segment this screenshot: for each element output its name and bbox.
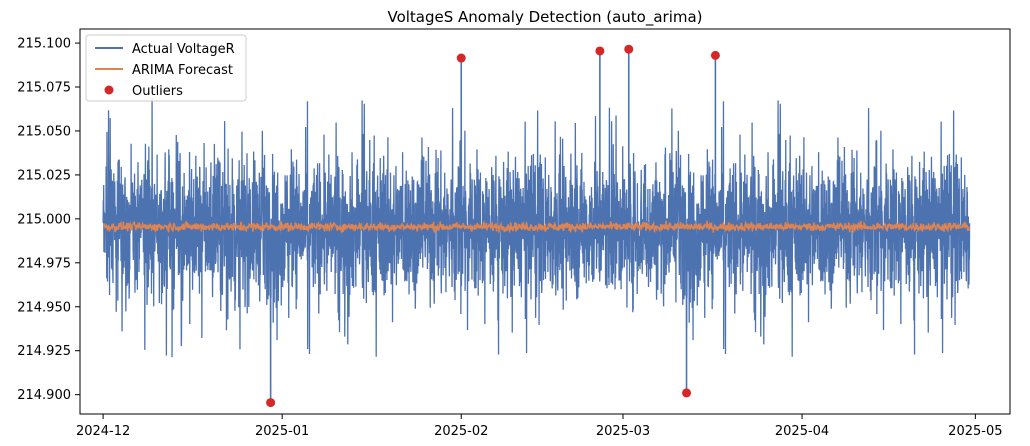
actual-voltage-line	[102, 97, 971, 358]
plot-area	[102, 44, 971, 408]
legend-outliers-label: Outliers	[132, 84, 183, 99]
arima-forecast-line	[102, 220, 970, 235]
y-tick-label-4: 215.000	[17, 212, 71, 227]
y-tick-label-5: 215.025	[17, 168, 71, 183]
outlier-point-5	[710, 50, 720, 60]
x-tick-label-0: 2024-12	[76, 424, 130, 439]
y-tick-label-3: 214.975	[17, 256, 71, 271]
legend-outliers-marker	[104, 85, 114, 95]
arima-forecast-series	[102, 220, 970, 235]
actual-voltage-series	[102, 49, 971, 403]
y-tick-label-0: 214.900	[17, 388, 71, 403]
y-tick-label-6: 215.050	[17, 124, 71, 139]
legend-box	[85, 34, 247, 102]
x-tick-label-3: 2025-03	[596, 424, 650, 439]
y-axis: 214.900 214.925 214.950 214.975 215.000 215.0…	[17, 37, 80, 403]
legend: Actual VoltageR ARIMA Forecast Outliers	[85, 34, 247, 102]
outlier-point-0	[266, 398, 276, 408]
y-tick-label-7: 215.075	[17, 81, 71, 96]
outlier-point-2	[595, 46, 605, 56]
legend-actual-label: Actual VoltageR	[132, 42, 235, 57]
x-tick-label-1: 2025-01	[255, 424, 309, 439]
x-tick-label-2: 2025-02	[434, 424, 488, 439]
y-tick-label-1: 214.925	[17, 344, 71, 359]
x-axis: 2024-12 2025-01 2025-02 2025-03 2025-04 2025-…	[76, 414, 1003, 439]
plot-frame	[79, 28, 1011, 415]
outlier-point-3	[624, 44, 634, 54]
x-tick-label-5: 2025-05	[948, 424, 1002, 439]
outlier-point-1	[456, 53, 466, 63]
y-tick-label-2: 214.950	[17, 300, 71, 315]
chart-title: VoltageS Anomaly Detection (auto_arima)	[387, 8, 702, 27]
outlier-point-4	[682, 388, 692, 398]
legend-forecast-label: ARIMA Forecast	[132, 63, 233, 78]
outliers-series	[266, 44, 720, 408]
y-tick-label-8: 215.100	[17, 37, 71, 52]
x-tick-label-4: 2025-04	[775, 424, 829, 439]
